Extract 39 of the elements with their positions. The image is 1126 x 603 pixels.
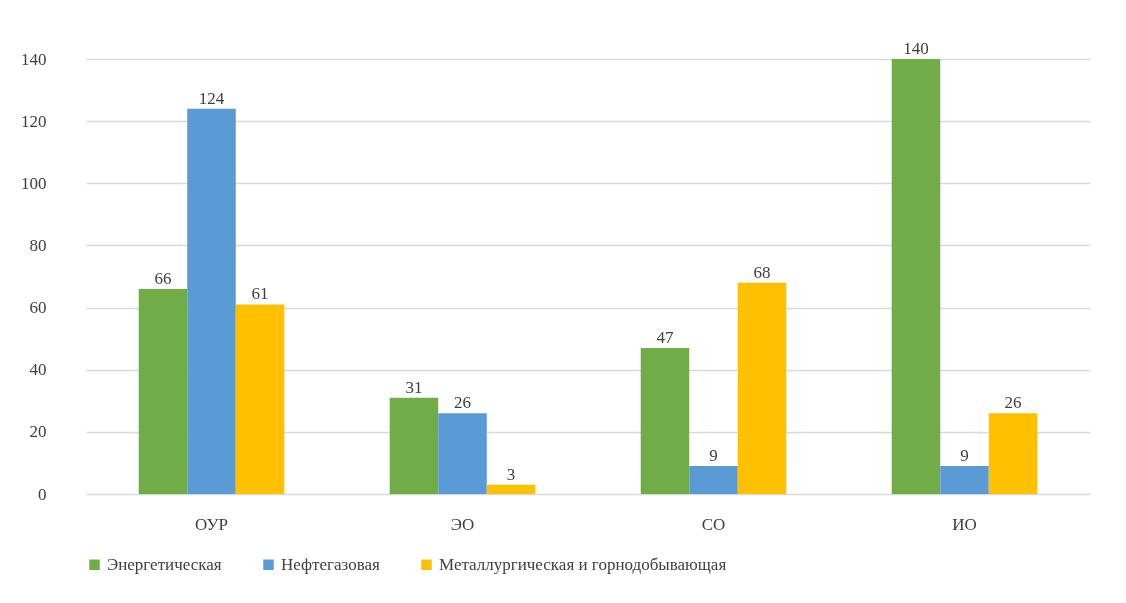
bar — [988, 413, 1038, 494]
bar — [138, 288, 188, 494]
legend-label: Металлургическая и горнодобывающая — [439, 554, 727, 574]
y-tick-label: 60 — [29, 298, 47, 318]
y-tick-label: 140 — [21, 49, 47, 69]
data-label: 66 — [154, 268, 172, 288]
x-tick-label: ИО — [952, 514, 977, 534]
y-tick-label: 120 — [21, 111, 47, 131]
bar — [640, 347, 690, 494]
legend-label: Нефтегазовая — [281, 554, 380, 574]
x-tick-label: ОУР — [195, 514, 228, 534]
bar — [689, 466, 738, 494]
data-label: 124 — [198, 88, 225, 108]
bar — [389, 397, 439, 494]
bar — [891, 59, 941, 494]
data-label: 68 — [753, 262, 771, 282]
bar — [737, 282, 787, 494]
data-label: 3 — [506, 464, 516, 484]
y-tick-label: 80 — [29, 235, 47, 255]
y-tick-label: 20 — [29, 422, 47, 442]
y-tick-label: 40 — [29, 360, 47, 380]
data-label: 31 — [405, 377, 423, 397]
data-label: 9 — [709, 446, 718, 466]
bar — [187, 108, 236, 494]
bar — [235, 304, 285, 494]
data-label: 47 — [656, 327, 674, 347]
bar — [438, 413, 487, 494]
bar — [486, 484, 536, 494]
y-tick-label: 100 — [21, 173, 47, 193]
bar — [940, 466, 989, 494]
data-label: 26 — [1004, 393, 1022, 413]
data-label: 140 — [903, 39, 929, 58]
data-label: 26 — [454, 393, 471, 413]
data-label: 9 — [960, 446, 969, 466]
data-label: 61 — [251, 284, 269, 304]
legend-label: Энергетическая — [107, 554, 222, 574]
x-tick-label: ЭО — [450, 514, 475, 534]
y-tick-label: 0 — [38, 484, 47, 504]
x-tick-label: СО — [701, 514, 726, 534]
